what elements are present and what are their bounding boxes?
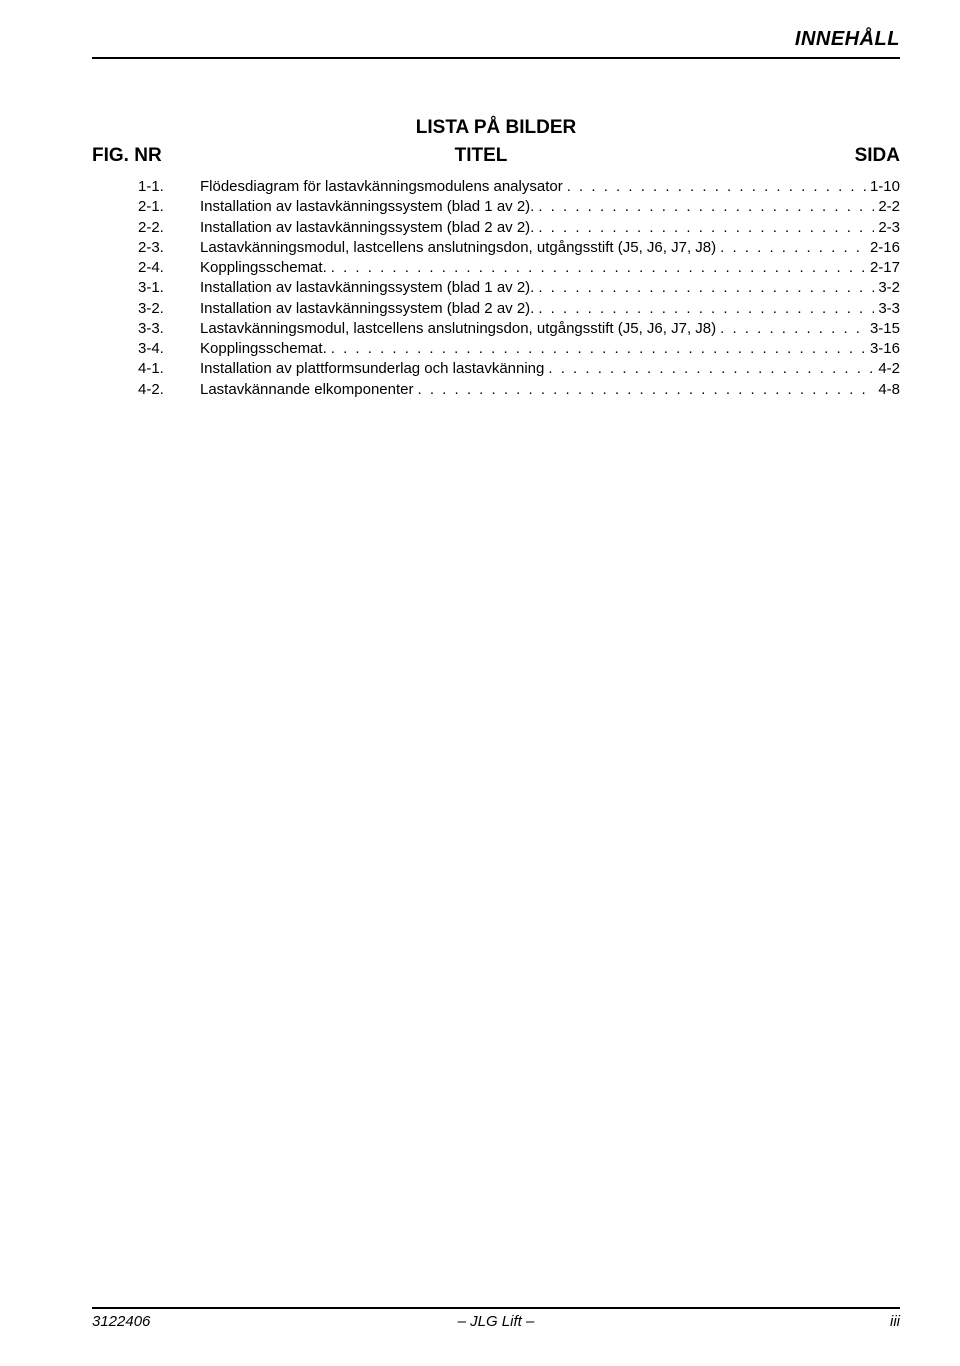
toc-entry-title: Lastavkännande elkomponenter <box>200 380 418 400</box>
toc-entry: 2-2.Installation av lastavkänningssystem… <box>138 218 900 238</box>
toc-entry-leader <box>538 218 874 238</box>
toc-entry-leader <box>720 238 866 258</box>
toc-entry-page: 4-8 <box>874 380 900 400</box>
page-footer: 3122406 – JLG Lift – iii <box>92 1307 900 1330</box>
toc-entry: 4-2.Lastavkännande elkomponenter 4-8 <box>138 380 900 400</box>
toc-entry-title: Kopplingsschemat. <box>200 258 331 278</box>
toc-entry-num: 2-2. <box>138 218 200 238</box>
toc-entry-leader <box>538 278 874 298</box>
toc-entry-num: 1-1. <box>138 177 200 197</box>
toc-entry-title: Flödesdiagram för lastavkänningsmodulens… <box>200 177 567 197</box>
toc-entry: 3-4.Kopplingsschemat. 3-16 <box>138 339 900 359</box>
toc-entry-page: 3-2 <box>874 278 900 298</box>
toc-entry-page: 3-15 <box>866 319 900 339</box>
toc-entry-num: 3-2. <box>138 299 200 319</box>
toc-entry-title: Installation av plattformsunderlag och l… <box>200 359 548 379</box>
toc-entry-page: 3-16 <box>866 339 900 359</box>
list-title: LISTA PÅ BILDER <box>92 117 900 139</box>
toc-entry-title: Installation av lastavkänningssystem (bl… <box>200 218 538 238</box>
header-rule <box>92 57 900 59</box>
footer-center: – JLG Lift – <box>361 1313 630 1330</box>
toc-entry-page: 2-16 <box>866 238 900 258</box>
footer-rule <box>92 1307 900 1309</box>
toc-entry-leader <box>418 380 875 400</box>
toc-list: 1-1.Flödesdiagram för lastavkänningsmodu… <box>138 177 900 400</box>
toc-entry-num: 3-3. <box>138 319 200 339</box>
toc-entry-num: 3-4. <box>138 339 200 359</box>
toc-entry-num: 2-3. <box>138 238 200 258</box>
toc-entry-leader <box>548 359 874 379</box>
toc-entry-page: 2-3 <box>874 218 900 238</box>
toc-entry-num: 4-2. <box>138 380 200 400</box>
toc-entry-leader <box>538 197 874 217</box>
toc-entry-page: 1-10 <box>866 177 900 197</box>
toc-entry-page: 2-17 <box>866 258 900 278</box>
footer-docnum: 3122406 <box>92 1313 361 1330</box>
column-header-fig: FIG. NR <box>92 145 202 167</box>
footer-row: 3122406 – JLG Lift – iii <box>92 1313 900 1330</box>
toc-entry: 1-1.Flödesdiagram för lastavkänningsmodu… <box>138 177 900 197</box>
toc-entry-page: 4-2 <box>874 359 900 379</box>
toc-entry-num: 2-1. <box>138 197 200 217</box>
column-header-page: SIDA <box>840 145 900 167</box>
toc-entry-page: 3-3 <box>874 299 900 319</box>
page: INNEHÅLL LISTA PÅ BILDER FIG. NR TITEL S… <box>0 0 960 1366</box>
toc-entry-leader <box>538 299 874 319</box>
column-header-title: TITEL <box>202 145 840 167</box>
toc-entry-title: Lastavkänningsmodul, lastcellens anslutn… <box>200 319 720 339</box>
footer-pagenum: iii <box>631 1313 900 1330</box>
toc-entry-num: 3-1. <box>138 278 200 298</box>
toc-entry: 2-3.Lastavkänningsmodul, lastcellens ans… <box>138 238 900 258</box>
toc-entry-page: 2-2 <box>874 197 900 217</box>
toc-entry-num: 4-1. <box>138 359 200 379</box>
toc-entry-title: Installation av lastavkänningssystem (bl… <box>200 299 538 319</box>
toc-entry: 2-1.Installation av lastavkänningssystem… <box>138 197 900 217</box>
toc-entry-leader <box>720 319 866 339</box>
toc-entry-leader <box>331 339 866 359</box>
toc-entry-title: Installation av lastavkänningssystem (bl… <box>200 197 538 217</box>
toc-entry: 3-2.Installation av lastavkänningssystem… <box>138 299 900 319</box>
toc-entry-title: Lastavkänningsmodul, lastcellens anslutn… <box>200 238 720 258</box>
toc-entry-leader <box>567 177 866 197</box>
toc-entry: 2-4.Kopplingsschemat. 2-17 <box>138 258 900 278</box>
header-section-label: INNEHÅLL <box>92 28 900 51</box>
toc-entry: 4-1.Installation av plattformsunderlag o… <box>138 359 900 379</box>
toc-entry: 3-3.Lastavkänningsmodul, lastcellens ans… <box>138 319 900 339</box>
toc-entry-title: Installation av lastavkänningssystem (bl… <box>200 278 538 298</box>
toc-entry-leader <box>331 258 866 278</box>
toc-entry-num: 2-4. <box>138 258 200 278</box>
column-headers: FIG. NR TITEL SIDA <box>92 145 900 167</box>
toc-entry: 3-1.Installation av lastavkänningssystem… <box>138 278 900 298</box>
toc-entry-title: Kopplingsschemat. <box>200 339 331 359</box>
